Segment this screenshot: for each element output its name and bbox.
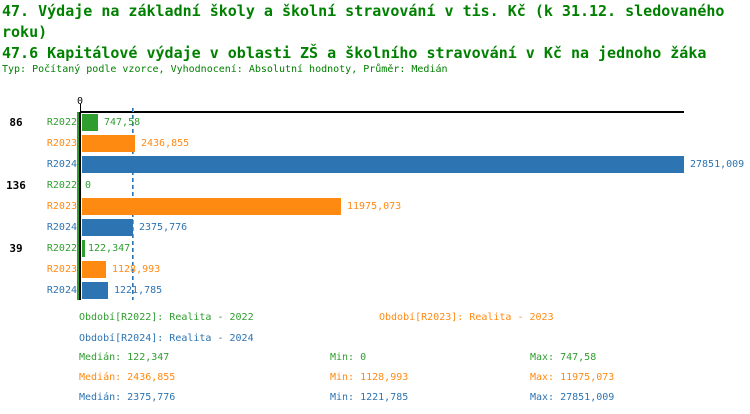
axis-line-left <box>79 112 82 300</box>
bar-value-label: 11975,073 <box>347 201 402 212</box>
bar-row-label: R2022 <box>46 180 77 191</box>
bar-value-label: 27851,009 <box>690 159 745 170</box>
median-line-r2022 <box>77 112 79 300</box>
stat-median-r2023: Medián: 2436,855 <box>79 372 176 383</box>
bar-row-label: R2024 <box>46 159 77 170</box>
chart-type-info: Typ: Počítaný podle vzorce, Vyhodnocení:… <box>2 64 448 75</box>
bar-row-label: R2022 <box>46 243 77 254</box>
bar-value-label: 747,58 <box>104 117 141 128</box>
group-label: 86 <box>9 116 23 129</box>
page-title: 47. Výdaje na základní školy a školní st… <box>2 2 725 41</box>
legend-item-r2023: Období[R2023]: Realita - 2023 <box>379 312 554 323</box>
bar-row-label: R2024 <box>46 285 77 296</box>
bar-r2023-86[interactable] <box>82 135 135 152</box>
bar-r2022-39[interactable] <box>82 240 85 257</box>
bar-r2023-39[interactable] <box>82 261 106 278</box>
bar-value-label: 2436,855 <box>141 138 190 149</box>
legend-item-r2022: Období[R2022]: Realita - 2022 <box>79 312 254 323</box>
bar-r2024-39[interactable] <box>82 282 108 299</box>
bar-r2024-136[interactable] <box>82 219 133 236</box>
stat-min-r2022: Min: 0 <box>330 352 367 363</box>
group-label: 39 <box>9 242 23 255</box>
axis-tick <box>79 104 81 112</box>
axis-line-top <box>80 111 684 113</box>
group-label: 136 <box>6 179 26 192</box>
bar-r2022-86[interactable] <box>82 114 98 131</box>
bar-value-label: 1128,993 <box>112 264 161 275</box>
bar-row-label: R2023 <box>46 264 77 275</box>
bar-row-label: R2023 <box>46 201 77 212</box>
bar-value-label: 0 <box>85 180 92 191</box>
bar-row-label: R2023 <box>46 138 77 149</box>
legend-item-r2024: Období[R2024]: Realita - 2024 <box>79 333 254 344</box>
stat-max-r2022: Max: 747,58 <box>530 352 597 363</box>
page-subtitle: 47.6 Kapitálové výdaje v oblasti ZŠ a šk… <box>2 44 707 62</box>
bar-row-label: R2022 <box>46 117 77 128</box>
bar-r2023-136[interactable] <box>82 198 341 215</box>
bar-value-label: 2375,776 <box>139 222 188 233</box>
stat-min-r2024: Min: 1221,785 <box>330 392 409 403</box>
bar-value-label: 1221,785 <box>114 285 163 296</box>
bar-r2024-86[interactable] <box>82 156 684 173</box>
stat-max-r2024: Max: 27851,009 <box>530 392 615 403</box>
stat-max-r2023: Max: 11975,073 <box>530 372 615 383</box>
bar-row-label: R2024 <box>46 222 77 233</box>
axis-zero-label: 0 <box>76 96 84 107</box>
stat-median-r2022: Medián: 122,347 <box>79 352 170 363</box>
stat-min-r2023: Min: 1128,993 <box>330 372 409 383</box>
bar-value-label: 122,347 <box>88 243 131 254</box>
stat-median-r2024: Medián: 2375,776 <box>79 392 176 403</box>
